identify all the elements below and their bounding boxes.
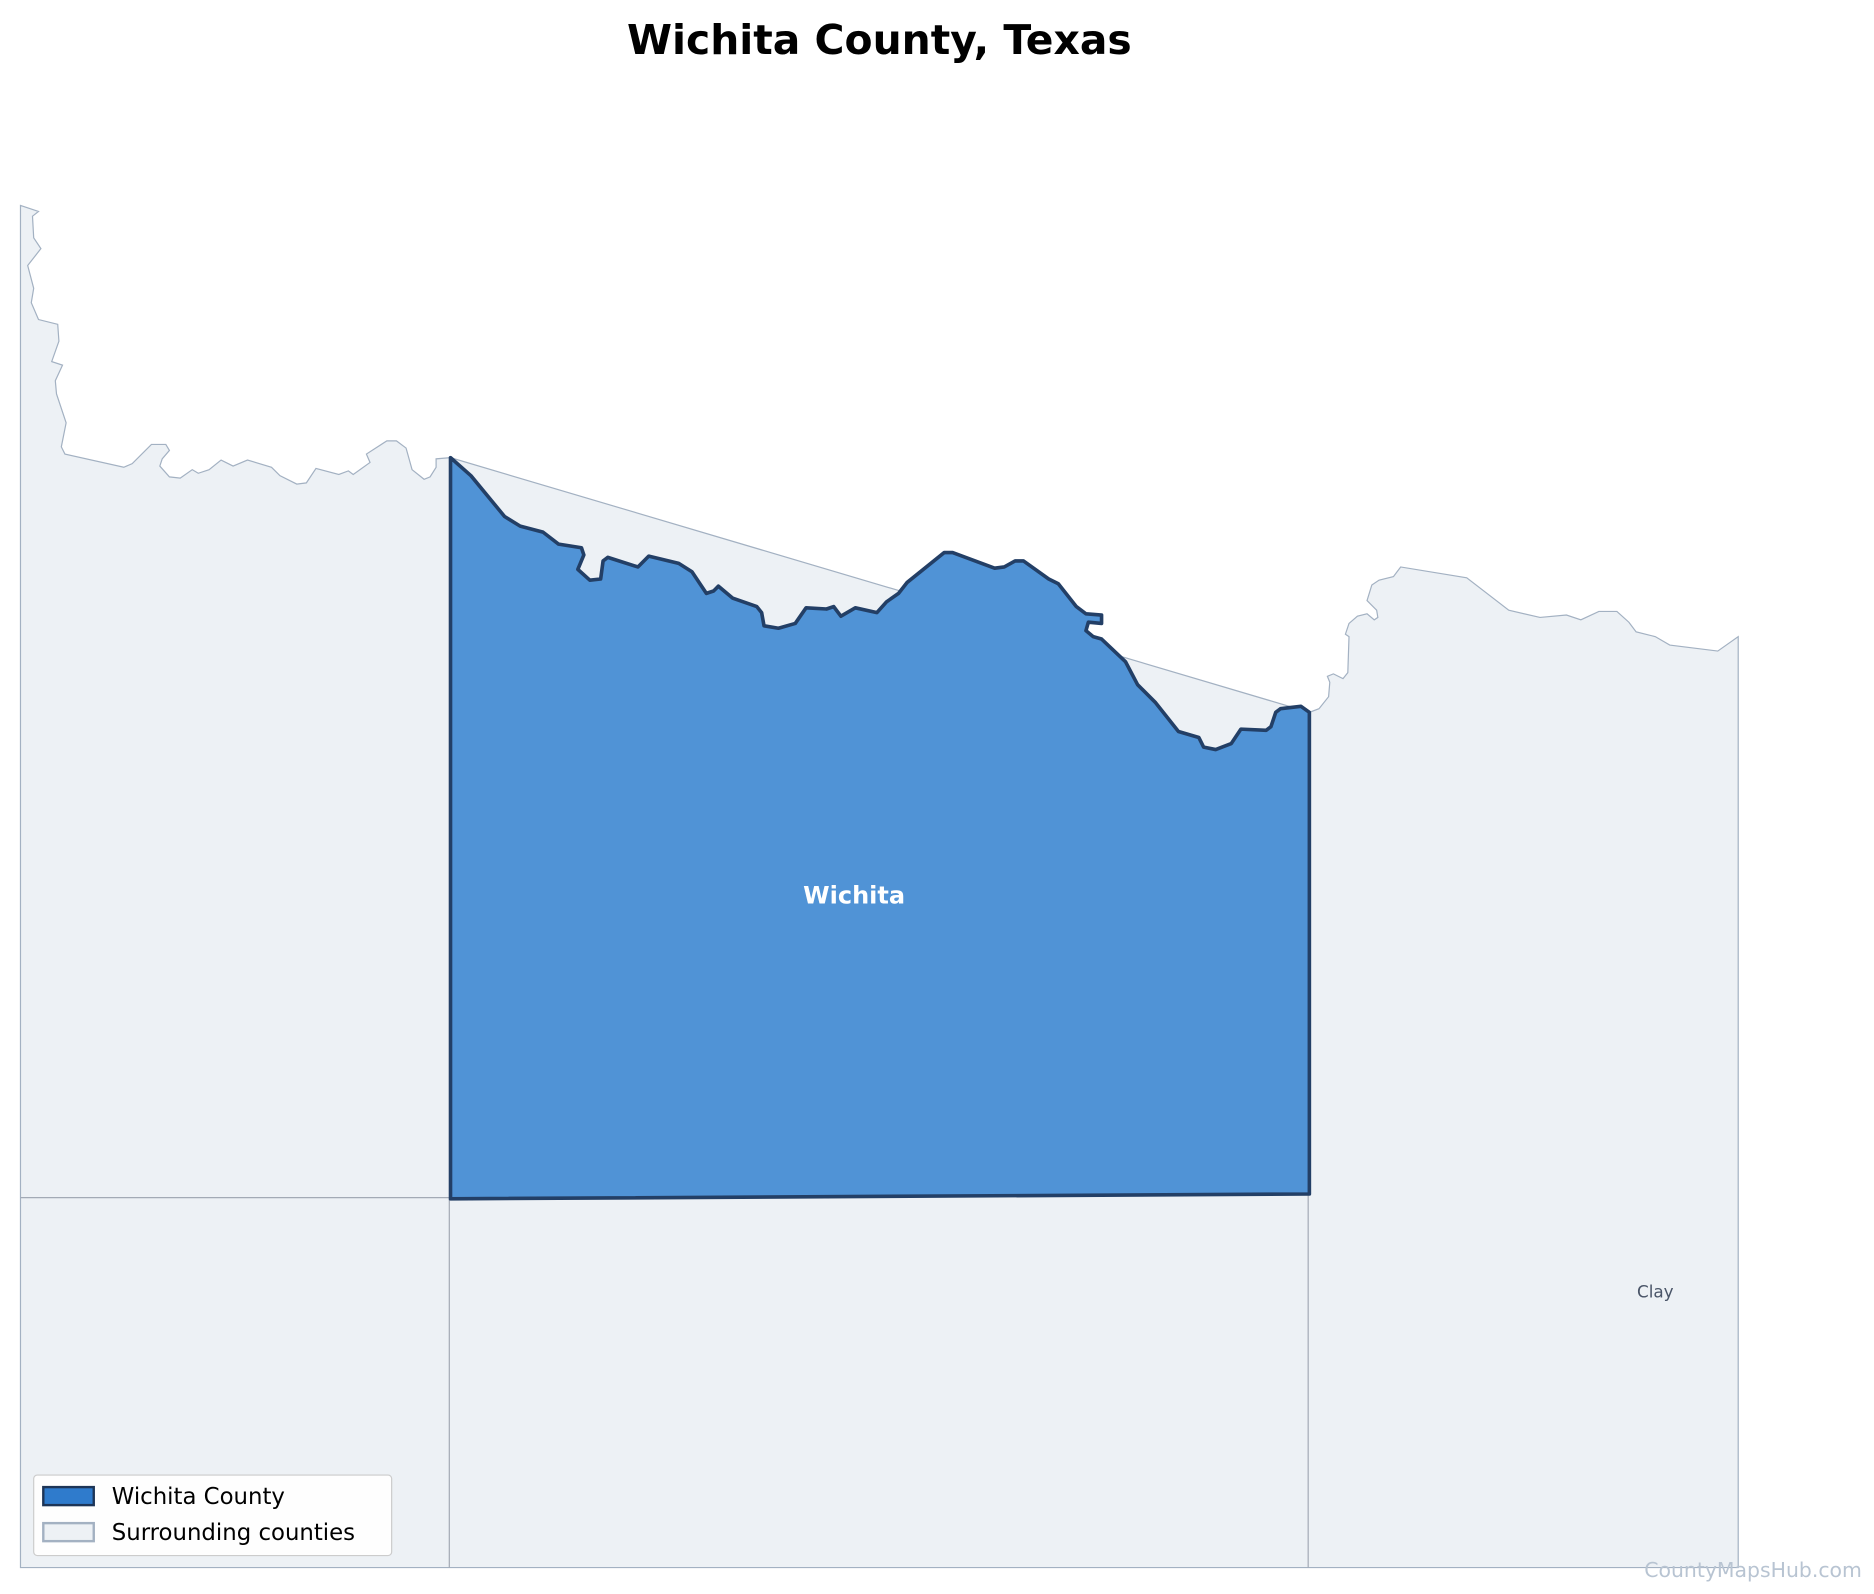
wichita-county: [448, 455, 1312, 1201]
county-label: Wichita: [803, 881, 905, 909]
county-label: Clay: [1637, 1281, 1674, 1301]
legend-label: Surrounding counties: [112, 1520, 355, 1546]
watermark: CountyMapsHub.com: [1644, 1558, 1862, 1582]
legend-label: Wichita County: [112, 1484, 285, 1510]
legend-swatch: [42, 1485, 95, 1507]
map-title: Wichita County, Texas: [627, 16, 1132, 64]
legend-box: [33, 1474, 393, 1557]
legend: Wichita County Surrounding counties: [33, 1474, 393, 1557]
legend-swatch: [42, 1521, 95, 1543]
